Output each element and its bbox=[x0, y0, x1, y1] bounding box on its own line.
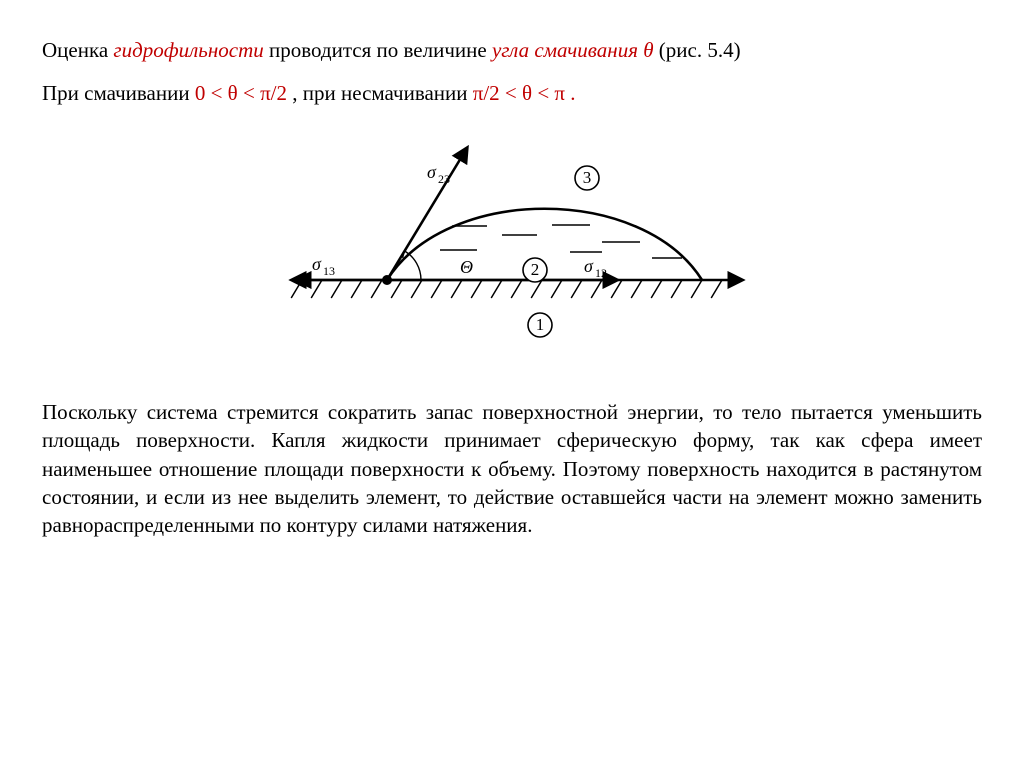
svg-text:1: 1 bbox=[536, 315, 545, 334]
p1-b: гидрофильности bbox=[113, 38, 263, 62]
svg-text:σ: σ bbox=[584, 256, 594, 276]
svg-text:23: 23 bbox=[438, 172, 450, 186]
p2-c: , при несмачивании bbox=[292, 81, 472, 105]
diagram-svg: σ23σ13σ12Θ321 bbox=[252, 130, 772, 370]
svg-text:σ: σ bbox=[312, 254, 322, 274]
p1-e: (рис. 5.4) bbox=[659, 38, 741, 62]
intro-line-2: При смачивании 0 < θ < π/2 , при несмачи… bbox=[42, 81, 982, 106]
body-paragraph: Поскольку система стремится сократить за… bbox=[42, 398, 982, 540]
svg-text:13: 13 bbox=[323, 264, 335, 278]
p2-a: При смачивании bbox=[42, 81, 195, 105]
p1-c: проводится по величине bbox=[269, 38, 492, 62]
p2-d: π/2 < θ < π bbox=[473, 81, 565, 105]
svg-text:2: 2 bbox=[531, 260, 540, 279]
svg-text:12: 12 bbox=[595, 266, 607, 280]
svg-text:3: 3 bbox=[583, 168, 592, 187]
svg-text:σ: σ bbox=[427, 162, 437, 182]
svg-text:Θ: Θ bbox=[460, 257, 473, 277]
p2-b: 0 < θ < π/2 bbox=[195, 81, 287, 105]
contact-angle-diagram: σ23σ13σ12Θ321 bbox=[42, 130, 982, 370]
p1-d: угла смачивания θ bbox=[492, 38, 654, 62]
intro-line-1: Оценка гидрофильности проводится по вели… bbox=[42, 38, 982, 63]
p1-a: Оценка bbox=[42, 38, 113, 62]
p2-e: . bbox=[570, 81, 575, 105]
